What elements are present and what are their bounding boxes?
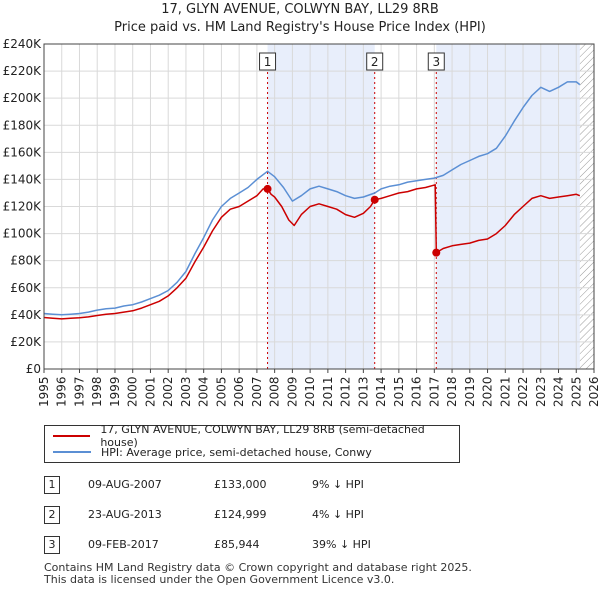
x-tick-label: 1995 (37, 376, 51, 407)
x-tick-label: 2013 (356, 376, 370, 407)
sale-point-2 (370, 195, 379, 204)
x-tick-label: 2008 (268, 376, 282, 407)
x-tick-label: 2011 (321, 376, 335, 407)
sale-point-3 (432, 248, 441, 257)
y-tick-label: £160K (3, 145, 43, 159)
sale-date: 23-AUG-2013 (88, 508, 162, 521)
y-tick-label: £240K (3, 37, 43, 51)
x-tick-label: 2025 (569, 376, 583, 407)
x-tick-label: 2018 (445, 376, 459, 407)
legend-swatch-property (53, 435, 91, 437)
x-tick-label: 2002 (161, 376, 175, 407)
sale-number: 1 (44, 476, 60, 494)
hpi-line (43, 81, 581, 316)
x-tick-label: 2016 (410, 376, 424, 407)
sale-date: 09-FEB-2017 (88, 538, 159, 551)
y-tick-label: £0 (26, 362, 41, 376)
y-tick-label: £180K (3, 118, 43, 132)
x-tick-label: 1997 (72, 376, 86, 407)
legend: 17, GLYN AVENUE, COLWYN BAY, LL29 8RB (s… (44, 423, 460, 463)
property-price-line (43, 184, 581, 320)
chart-title: 17, GLYN AVENUE, COLWYN BAY, LL29 8RB (161, 2, 439, 17)
price-chart: 1 2 3 £0 £20K £40K £60K £80K £100K £120K £140K £16… (3, 37, 600, 407)
sale-date: 09-AUG-2007 (88, 478, 162, 491)
sale-label-1: 1 (264, 55, 272, 69)
sale-hpi-diff: 4% ↓ HPI (312, 508, 364, 521)
sale-price: £133,000 (214, 478, 267, 491)
x-tick-label: 1999 (108, 376, 122, 407)
x-tick-label: 2000 (126, 376, 140, 407)
legend-label-property: 17, GLYN AVENUE, COLWYN BAY, LL29 8RB (s… (100, 423, 425, 449)
x-tick-label: 1998 (90, 376, 104, 407)
sale-label-2: 2 (371, 55, 379, 69)
x-tick-label: 2007 (250, 376, 264, 407)
x-tick-label: 2021 (498, 376, 512, 407)
legend-item-property: 17, GLYN AVENUE, COLWYN BAY, LL29 8RB (s… (53, 423, 459, 449)
x-tick-label: 2005 (214, 376, 228, 407)
sale-number: 3 (44, 536, 60, 554)
y-tick-label: £40K (10, 308, 42, 322)
plot-frame (43, 43, 595, 370)
chart-subtitle: Price paid vs. HM Land Registry's House … (114, 20, 486, 35)
x-tick-label: 2004 (197, 376, 211, 407)
sale-hpi-diff: 9% ↓ HPI (312, 478, 364, 491)
y-tick-label: £200K (3, 91, 43, 105)
y-tick-label: £100K (3, 227, 43, 241)
sale-price: £124,999 (214, 508, 267, 521)
sale-label-box-2 (366, 52, 384, 71)
sale-label-3: 3 (432, 55, 440, 69)
x-tick-label: 2012 (339, 376, 353, 407)
y-tick-label: £60K (10, 281, 42, 295)
sale-label-box-1 (259, 52, 277, 71)
footer-copyright: Contains HM Land Registry data © Crown c… (44, 561, 472, 574)
y-tick-label: £80K (10, 254, 42, 268)
x-tick-label: 2023 (534, 376, 548, 407)
sale-label-box-3 (427, 52, 445, 71)
sale-hpi-diff: 39% ↓ HPI (312, 538, 371, 551)
x-tick-label: 2024 (552, 376, 566, 407)
legend-label-hpi: HPI: Average price, semi-detached house,… (101, 445, 372, 459)
sale-price: £85,944 (214, 538, 260, 551)
x-tick-label: 2009 (285, 376, 299, 407)
x-tick-label: 2003 (179, 376, 193, 407)
x-tick-label: 2015 (392, 376, 406, 407)
sale-number: 2 (44, 506, 60, 524)
x-tick-label: 2022 (516, 376, 530, 407)
y-tick-label: £140K (3, 172, 43, 186)
x-tick-label: 2010 (303, 376, 317, 407)
x-tick-label: 2014 (374, 376, 388, 407)
x-tick-label: 2020 (481, 376, 495, 407)
footer-licence: This data is licensed under the Open Gov… (44, 573, 395, 586)
y-tick-label: £120K (3, 200, 43, 214)
x-tick-label: 2026 (587, 376, 600, 407)
sale-point-1 (263, 184, 272, 193)
legend-swatch-hpi (53, 451, 91, 453)
x-tick-label: 2019 (463, 376, 477, 407)
x-tick-label: 2006 (232, 376, 246, 407)
x-tick-label: 1996 (55, 376, 69, 407)
y-tick-label: £20K (10, 335, 42, 349)
x-tick-label: 2017 (427, 376, 441, 407)
y-tick-label: £220K (3, 64, 43, 78)
legend-item-hpi: HPI: Average price, semi-detached house,… (53, 444, 372, 460)
x-tick-label: 2001 (143, 376, 157, 407)
